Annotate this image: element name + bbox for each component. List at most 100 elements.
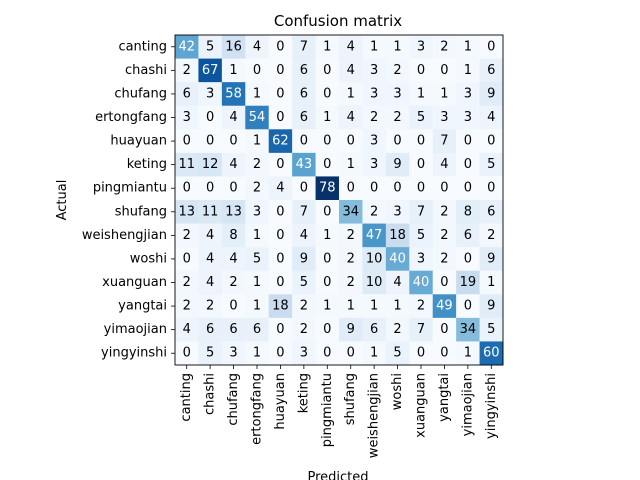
matrix-cell [339, 223, 363, 248]
matrix-cell [268, 82, 293, 107]
cell-value-label: 0 [183, 181, 191, 196]
cell-value-label: 0 [417, 157, 425, 172]
cell-value-label: 3 [393, 86, 401, 101]
x-tick-label: chashi [203, 373, 218, 415]
cell-value-label: 0 [440, 275, 448, 290]
cell-value-label: 9 [347, 322, 355, 337]
cell-value-label: 10 [366, 275, 383, 290]
matrix-cell [292, 200, 316, 224]
cell-value-label: 2 [300, 299, 308, 314]
cell-value-label: 0 [323, 275, 331, 290]
matrix-cell [432, 129, 457, 154]
matrix-cell [432, 270, 457, 295]
x-tick-label: pingmiantu [320, 373, 335, 447]
x-tick-label: ertongfang [250, 373, 265, 445]
matrix-cell [479, 129, 504, 154]
matrix-cell [409, 152, 434, 177]
x-tick-label: chufang [226, 373, 241, 426]
cell-value-label: 2 [440, 204, 448, 219]
matrix-cell [339, 247, 363, 272]
matrix-cell [339, 176, 363, 201]
matrix-cell [362, 152, 387, 177]
matrix-cell [198, 176, 223, 201]
matrix-cell [385, 341, 410, 366]
cell-value-label: 13 [178, 204, 195, 219]
x-tick-label: yingyinshi [484, 373, 499, 439]
matrix-cell [456, 317, 480, 342]
cell-value-label: 0 [276, 110, 284, 125]
matrix-cell [268, 317, 293, 342]
matrix-cell [409, 35, 434, 59]
cell-value-label: 7 [300, 204, 308, 219]
x-tick-label: keting [296, 373, 311, 413]
matrix-cell [268, 200, 293, 224]
x-tick-label: yangtai [437, 373, 452, 422]
cell-value-label: 1 [253, 275, 261, 290]
cell-value-label: 1 [253, 228, 261, 243]
cell-value-label: 1 [464, 39, 472, 54]
cell-value-label: 34 [460, 322, 477, 337]
matrix-cell [221, 176, 246, 201]
cell-value-label: 2 [393, 322, 401, 337]
matrix-cell [221, 223, 246, 248]
matrix-cell [385, 82, 410, 107]
matrix-cell [385, 270, 410, 295]
cell-value-label: 62 [272, 134, 289, 149]
cell-value-label: 6 [487, 204, 495, 219]
cell-value-label: 2 [183, 275, 191, 290]
matrix-cell-labels: 42 5 16 4 0 7 1 4 1 1 3 2 1 02 67 1 0 0 6 0 4 3 2 0 0 1 66 3 58 1 0 6 0 1… [178, 39, 499, 360]
cell-value-label: 1 [323, 228, 331, 243]
matrix-cell [385, 105, 410, 130]
matrix-cell [409, 105, 434, 130]
cell-value-label: 0 [487, 181, 495, 196]
matrix-cell [221, 317, 246, 342]
matrix-cell [221, 82, 246, 107]
matrix-cell [245, 200, 270, 224]
matrix-cell [315, 200, 340, 224]
x-tick-label: xuanguan [414, 373, 429, 438]
cell-value-label: 3 [464, 86, 472, 101]
cell-value-label: 1 [229, 63, 237, 78]
cell-value-label: 2 [370, 204, 378, 219]
x-tick-label: yimaojian [460, 373, 475, 436]
cell-value-label: 4 [229, 110, 237, 125]
matrix-cell [245, 247, 270, 272]
cell-value-label: 5 [417, 110, 425, 125]
matrix-cell [268, 58, 293, 83]
cell-value-label: 6 [464, 228, 472, 243]
matrix-cell [339, 152, 363, 177]
matrix-cell [432, 35, 457, 59]
cell-value-label: 0 [229, 134, 237, 149]
matrix-cell [292, 152, 316, 177]
matrix-cell [409, 82, 434, 107]
matrix-cell [221, 129, 246, 154]
matrix-cell [479, 58, 504, 83]
matrix-cell [409, 341, 434, 366]
cell-value-label: 1 [370, 299, 378, 314]
cell-value-label: 0 [276, 157, 284, 172]
matrix-cell [221, 341, 246, 366]
matrix-cell [292, 317, 316, 342]
cell-value-label: 0 [487, 134, 495, 149]
matrix-cell [385, 176, 410, 201]
cell-value-label: 0 [229, 181, 237, 196]
cell-value-label: 2 [370, 110, 378, 125]
cell-value-label: 0 [183, 251, 191, 266]
matrix-cell [245, 223, 270, 248]
matrix-cell [362, 105, 387, 130]
matrix-cells [175, 35, 504, 366]
matrix-cell [409, 129, 434, 154]
cell-value-label: 5 [417, 228, 425, 243]
y-tick-label: weishengjian [82, 228, 167, 243]
matrix-cell [221, 35, 246, 59]
matrix-cell [339, 105, 363, 130]
cell-value-label: 6 [300, 63, 308, 78]
cell-value-label: 5 [253, 251, 261, 266]
cell-value-label: 0 [417, 346, 425, 361]
matrix-cell [385, 247, 410, 272]
cell-value-label: 0 [323, 346, 331, 361]
cell-value-label: 1 [393, 299, 401, 314]
cell-value-label: 1 [347, 299, 355, 314]
cell-value-label: 12 [202, 157, 219, 172]
